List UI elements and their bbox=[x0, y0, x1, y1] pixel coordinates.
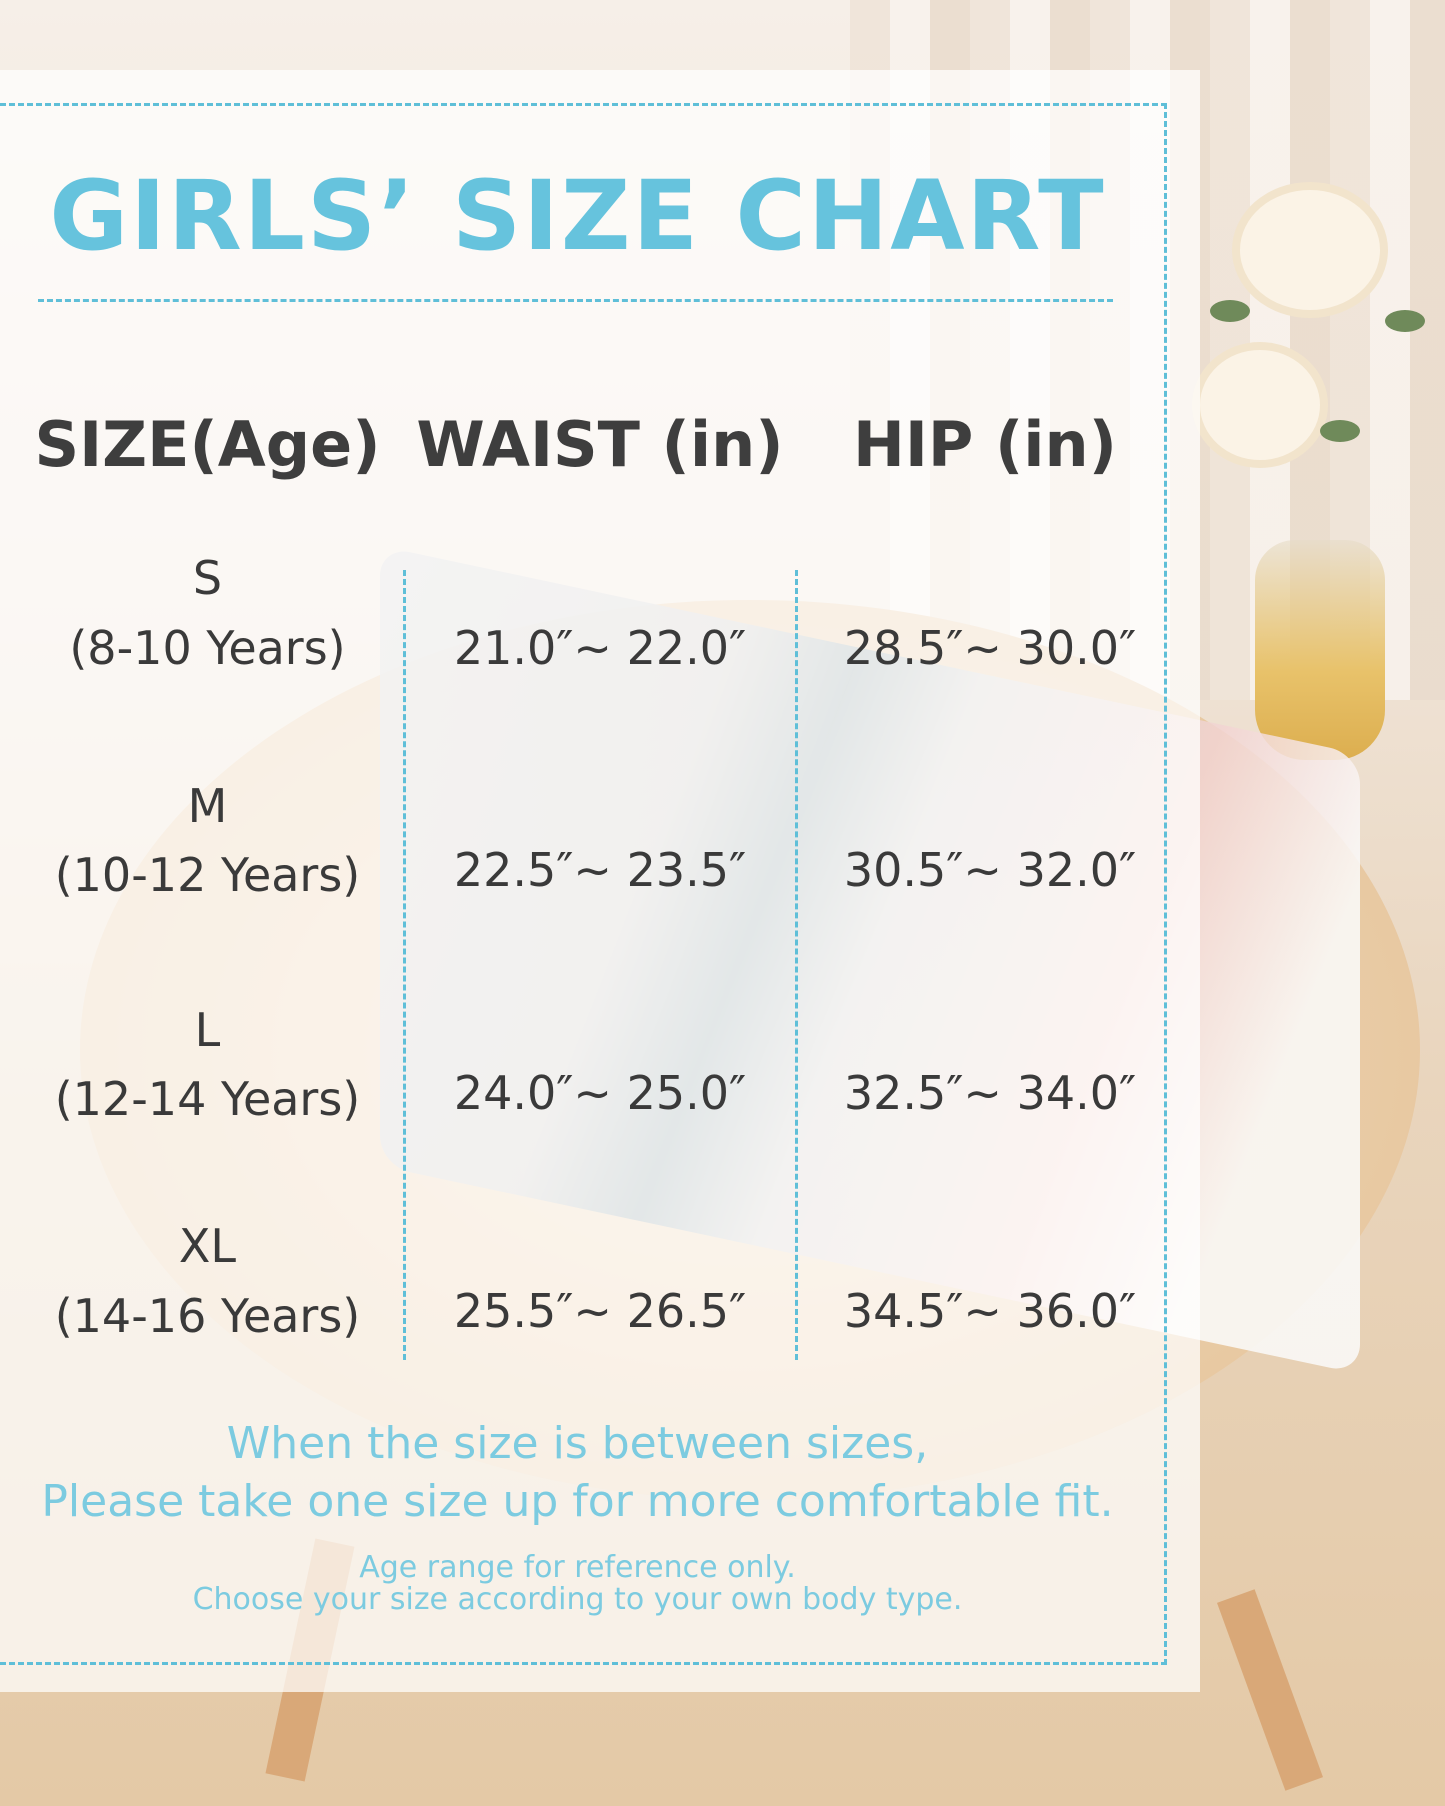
age-range: (10-12 Years) bbox=[54, 848, 361, 902]
dashed-frame bbox=[0, 103, 1167, 1665]
leaf bbox=[1210, 300, 1250, 322]
hip-value: 34.5″~ 36.0″ bbox=[843, 1284, 1137, 1338]
table-leg bbox=[1217, 1589, 1323, 1791]
age-disclaimer-line-2: Choose your size according to your own b… bbox=[192, 1582, 963, 1617]
waist-value: 21.0″~ 22.0″ bbox=[453, 621, 747, 675]
age-disclaimer: Age range for reference only. Choose you… bbox=[0, 1552, 1155, 1616]
size-chart-panel bbox=[0, 70, 1200, 1692]
size-label: M bbox=[187, 779, 228, 833]
size-label: XL bbox=[178, 1219, 237, 1273]
age-range: (8-10 Years) bbox=[69, 621, 346, 675]
column-divider bbox=[403, 570, 406, 1360]
waist-value: 22.5″~ 23.5″ bbox=[453, 843, 747, 897]
sizing-advice-line-2: Please take one size up for more comfort… bbox=[41, 1476, 1114, 1527]
waist-value: 24.0″~ 25.0″ bbox=[453, 1066, 747, 1120]
header-hip: HIP (in) bbox=[852, 408, 1118, 481]
sizing-advice: When the size is between sizes, Please t… bbox=[0, 1415, 1155, 1531]
hip-value: 32.5″~ 34.0″ bbox=[843, 1066, 1137, 1120]
sizing-advice-line-1: When the size is between sizes, bbox=[226, 1418, 929, 1469]
header-waist: WAIST (in) bbox=[416, 408, 784, 481]
waist-value: 25.5″~ 26.5″ bbox=[453, 1284, 747, 1338]
age-disclaimer-line-1: Age range for reference only. bbox=[359, 1550, 796, 1585]
header-size: SIZE(Age) bbox=[34, 408, 381, 481]
hip-value: 30.5″~ 32.0″ bbox=[843, 843, 1137, 897]
leaf bbox=[1320, 420, 1360, 442]
chart-title: GIRLS’ SIZE CHART bbox=[49, 160, 1106, 272]
vase bbox=[1255, 540, 1385, 760]
column-divider bbox=[795, 570, 798, 1360]
rose bbox=[1240, 190, 1380, 310]
size-label: L bbox=[194, 1003, 221, 1057]
age-range: (14-16 Years) bbox=[54, 1289, 361, 1343]
size-label: S bbox=[192, 551, 223, 605]
hip-value: 28.5″~ 30.0″ bbox=[843, 621, 1137, 675]
age-range: (12-14 Years) bbox=[54, 1072, 361, 1126]
rose bbox=[1200, 350, 1320, 460]
leaf bbox=[1385, 310, 1425, 332]
title-divider bbox=[38, 299, 1113, 302]
